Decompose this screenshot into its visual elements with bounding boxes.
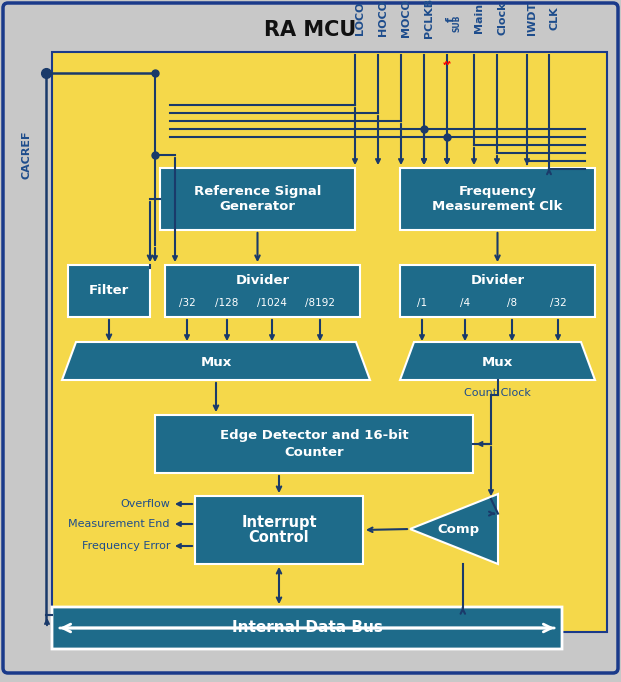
Polygon shape (410, 494, 498, 564)
Text: Reference Signal: Reference Signal (194, 185, 321, 198)
Polygon shape (62, 342, 370, 380)
Text: f: f (446, 18, 456, 23)
Text: Filter: Filter (89, 284, 129, 297)
Text: CACREF: CACREF (22, 131, 32, 179)
Text: Interrupt: Interrupt (241, 514, 317, 529)
Polygon shape (400, 342, 595, 380)
Text: Overflow: Overflow (120, 499, 170, 509)
Text: Control: Control (248, 531, 309, 546)
Text: Frequency: Frequency (459, 185, 537, 198)
Text: /32: /32 (179, 298, 196, 308)
Text: Clock: Clock (497, 1, 507, 35)
Text: Frequency Error: Frequency Error (81, 541, 170, 551)
Text: Divider: Divider (235, 273, 289, 286)
FancyBboxPatch shape (400, 265, 595, 317)
Text: PCLKB: PCLKB (424, 0, 434, 38)
Text: Generator: Generator (219, 201, 296, 213)
Text: Edge Detector and 16-bit: Edge Detector and 16-bit (220, 430, 409, 443)
FancyBboxPatch shape (155, 415, 473, 473)
Text: /32: /32 (550, 298, 566, 308)
Text: /128: /128 (215, 298, 238, 308)
Text: MOCO: MOCO (401, 0, 411, 37)
FancyBboxPatch shape (195, 496, 363, 564)
FancyBboxPatch shape (68, 265, 150, 317)
FancyBboxPatch shape (3, 3, 618, 673)
Text: Mux: Mux (482, 355, 513, 368)
Text: /1024: /1024 (257, 298, 287, 308)
Text: /8192: /8192 (305, 298, 335, 308)
FancyBboxPatch shape (160, 168, 355, 230)
FancyBboxPatch shape (400, 168, 595, 230)
Text: /4: /4 (460, 298, 470, 308)
Text: Measurement Clk: Measurement Clk (432, 201, 563, 213)
Text: LOCO: LOCO (355, 1, 365, 35)
Text: Mux: Mux (201, 355, 232, 368)
Text: Count Clock: Count Clock (464, 388, 531, 398)
Text: SUB: SUB (452, 14, 461, 31)
Text: CLK: CLK (549, 6, 559, 30)
FancyBboxPatch shape (165, 265, 360, 317)
Text: IWDT: IWDT (527, 1, 537, 35)
Text: /8: /8 (507, 298, 517, 308)
Text: Internal Data Bus: Internal Data Bus (232, 621, 383, 636)
FancyBboxPatch shape (52, 607, 562, 649)
Text: Divider: Divider (471, 273, 525, 286)
Text: Measurement End: Measurement End (68, 519, 170, 529)
Text: /1: /1 (417, 298, 427, 308)
Text: Main: Main (474, 3, 484, 33)
Text: Comp: Comp (437, 522, 479, 535)
Text: Counter: Counter (284, 445, 344, 458)
Text: RA MCU: RA MCU (264, 20, 356, 40)
FancyBboxPatch shape (52, 52, 607, 632)
Text: HOCO: HOCO (378, 0, 388, 36)
